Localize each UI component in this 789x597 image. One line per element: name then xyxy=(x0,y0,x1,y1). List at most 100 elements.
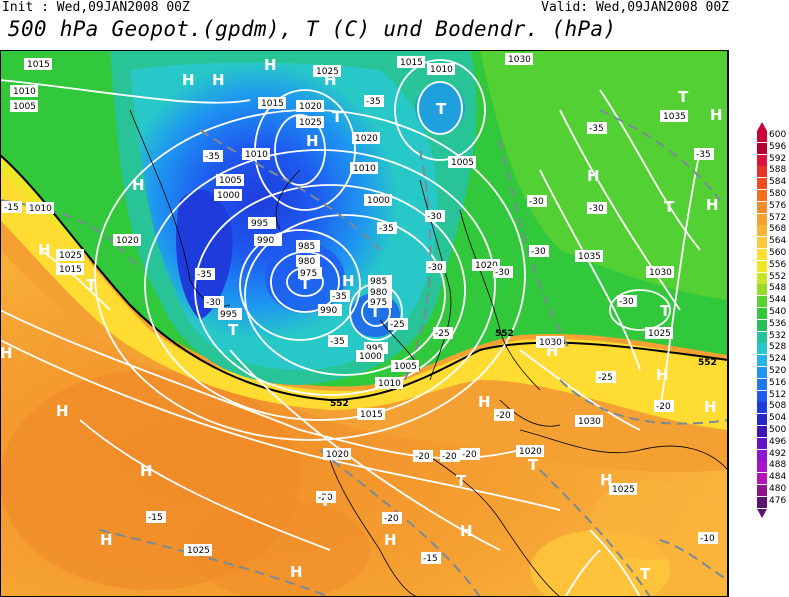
isobar-label: 1025 xyxy=(609,483,637,495)
svg-text:T: T xyxy=(678,88,689,106)
scale-label: 556 xyxy=(769,259,787,270)
isobar-label: 1005 xyxy=(10,100,38,112)
isobar-label: 1010 xyxy=(375,377,403,389)
scale-swatch xyxy=(757,473,767,485)
scale-label: 512 xyxy=(769,389,787,400)
svg-text:-25: -25 xyxy=(435,329,450,339)
scale-label: 532 xyxy=(769,330,787,341)
svg-text:T: T xyxy=(320,492,331,510)
svg-text:1030: 1030 xyxy=(539,338,562,348)
isobar-label: 1010 xyxy=(350,162,378,174)
isobar-label: 1000 xyxy=(364,194,392,206)
isobar-label: 1015 xyxy=(397,56,425,68)
isotherm-label: -30 xyxy=(587,202,607,214)
scale-step: 488 xyxy=(757,460,789,473)
isobar-label: 1020 xyxy=(352,132,380,144)
svg-text:H: H xyxy=(182,71,195,89)
isobar-label: 1035 xyxy=(660,110,688,122)
scale-swatch xyxy=(757,237,767,249)
svg-text:-30: -30 xyxy=(428,263,443,273)
isobar-label: 985 xyxy=(296,240,320,252)
svg-text:1015: 1015 xyxy=(59,265,82,275)
svg-text:H: H xyxy=(587,167,600,185)
header: Init : Wed,09JAN2008 00Z Valid: Wed,09JA… xyxy=(0,0,789,17)
scale-swatch xyxy=(757,355,767,367)
scale-label: 504 xyxy=(769,413,787,424)
scale-step: 568 xyxy=(757,224,789,237)
isobar-label: 1020 xyxy=(516,445,544,457)
svg-text:-35: -35 xyxy=(696,150,711,160)
scale-step: 496 xyxy=(757,437,789,449)
svg-text:T: T xyxy=(528,456,539,474)
svg-text:H: H xyxy=(706,196,719,214)
isotherm-label: -30 xyxy=(493,266,513,278)
svg-text:-20: -20 xyxy=(318,493,333,503)
isotherm-label xyxy=(577,375,597,387)
svg-text:H: H xyxy=(656,366,669,384)
svg-text:995: 995 xyxy=(366,344,383,354)
scale-step: 500 xyxy=(757,425,789,437)
svg-text:-35: -35 xyxy=(205,152,220,162)
isobar-label: 1025 xyxy=(645,327,673,339)
yellow-band xyxy=(0,160,728,430)
svg-text:-30: -30 xyxy=(206,298,221,308)
svg-text:H: H xyxy=(600,471,613,489)
scale-swatch xyxy=(757,319,767,331)
isobar-label: 1015 xyxy=(24,58,52,70)
scale-label: 560 xyxy=(769,248,787,258)
svg-text:1015: 1015 xyxy=(261,99,284,109)
svg-text:T: T xyxy=(300,275,311,293)
isobar-label: 1030 xyxy=(505,53,533,65)
isotherm-label: -30 xyxy=(426,261,446,273)
scale-swatch xyxy=(757,249,767,260)
isotherm-label: -35 xyxy=(330,290,350,302)
scale-step: 544 xyxy=(757,295,789,308)
svg-text:1015: 1015 xyxy=(400,58,423,68)
isobar-label: 1005 xyxy=(391,360,419,372)
svg-text:552: 552 xyxy=(330,399,349,409)
svg-text:975: 975 xyxy=(370,298,387,308)
isotherm-label: -35 xyxy=(195,268,215,280)
svg-text:1005: 1005 xyxy=(394,362,417,372)
isotherm-label: -30 xyxy=(204,296,224,308)
isobar-label: 1030 xyxy=(646,266,674,278)
scale-step: 504 xyxy=(757,413,789,426)
isotherm-label: -30 xyxy=(425,210,445,222)
valid-time: Valid: Wed,09JAN2008 00Z xyxy=(541,0,729,15)
isobar-label: 995 xyxy=(248,217,276,229)
svg-text:-30: -30 xyxy=(427,212,442,222)
isobar-label: 1010 xyxy=(26,202,54,214)
isotherm-label: -30 xyxy=(617,295,637,307)
svg-text:1025: 1025 xyxy=(612,485,635,495)
scale-step: 532 xyxy=(757,330,789,343)
svg-text:-30: -30 xyxy=(529,197,544,207)
svg-text:1035: 1035 xyxy=(663,112,686,122)
temperature-labels: -35 -35 -30 -30 -25 -35 -35 -30 -35 -30 … xyxy=(2,95,718,564)
isobar-label: 1005 xyxy=(448,156,476,168)
svg-text:H: H xyxy=(710,106,723,124)
scale-swatch xyxy=(757,284,767,296)
scale-step: 592 xyxy=(757,154,789,166)
svg-text:H: H xyxy=(38,241,51,259)
isobar-label: 1030 xyxy=(536,336,564,348)
isotherm-label: -35 xyxy=(328,335,348,347)
svg-text:-35: -35 xyxy=(589,124,604,134)
weather-map: 1015 1010 1005 1025 1015 1010 1030 1020 … xyxy=(0,50,729,597)
isotherm-label: -35 xyxy=(203,150,223,162)
svg-text:1000: 1000 xyxy=(359,352,382,362)
svg-text:-15: -15 xyxy=(148,513,163,523)
scale-label: 516 xyxy=(769,377,787,388)
scale-swatch xyxy=(757,378,767,390)
svg-text:H: H xyxy=(140,462,153,480)
scale-swatch xyxy=(757,213,767,225)
svg-text:H: H xyxy=(0,344,13,362)
svg-text:-20: -20 xyxy=(384,514,399,524)
isotherm-label: -30 xyxy=(529,245,549,257)
isotherm-label: -35 xyxy=(377,222,397,234)
scale-label: 492 xyxy=(769,448,787,459)
scale-label: 524 xyxy=(769,354,787,365)
isobar-label: 990 xyxy=(254,234,282,246)
svg-text:-15: -15 xyxy=(423,554,438,564)
svg-text:H: H xyxy=(212,71,225,89)
svg-text:-20: -20 xyxy=(656,402,671,412)
